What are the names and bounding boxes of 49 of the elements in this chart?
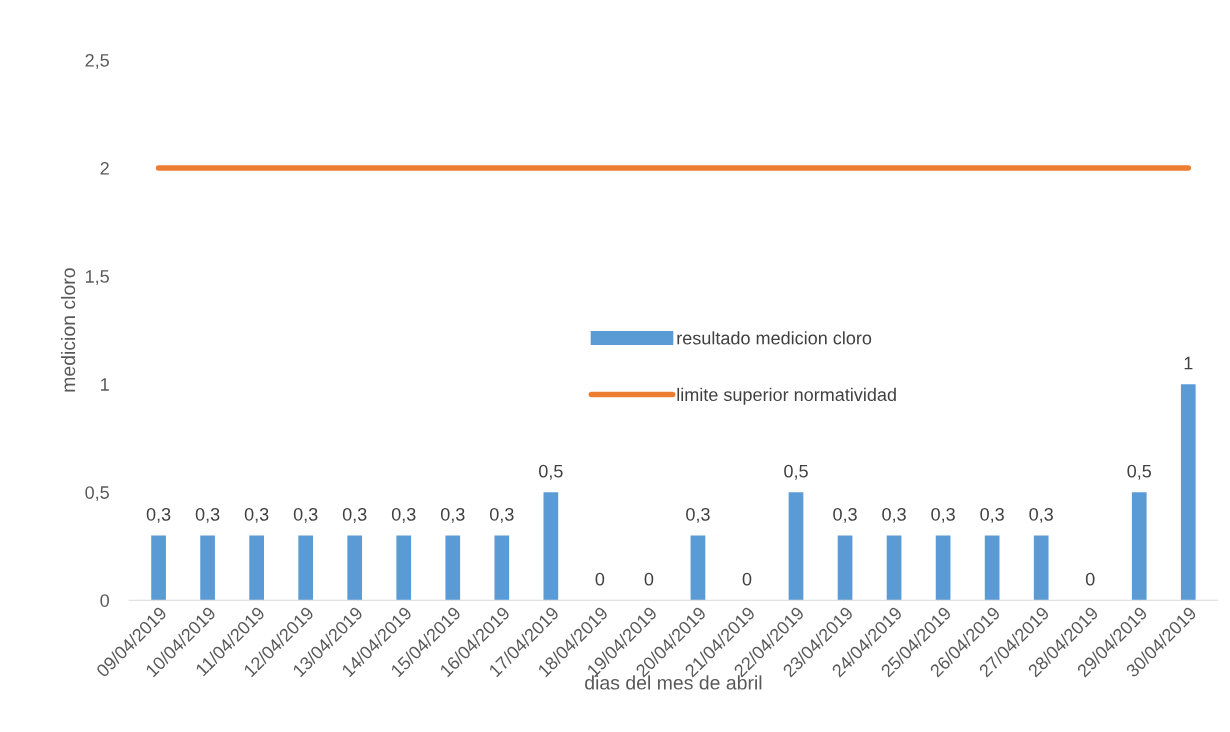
legend-label: resultado medicion cloro [677, 331, 872, 345]
bar [151, 535, 166, 601]
data-label: 0,3 [489, 507, 514, 523]
data-label: 0 [644, 572, 654, 586]
data-label: 1 [1184, 356, 1193, 370]
y-tick-label: 1,5 [85, 270, 109, 285]
data-label: 0,3 [342, 507, 367, 523]
data-label: 0,3 [833, 507, 857, 523]
bar [249, 535, 264, 601]
data-label: 0,3 [195, 507, 220, 523]
bar [494, 535, 510, 601]
data-label: 0,3 [146, 507, 171, 523]
y-axis-title: medicion cloro [60, 268, 76, 392]
bar [935, 535, 951, 601]
data-label: 0,3 [293, 507, 318, 523]
data-label: 0 [1085, 572, 1095, 586]
bar [788, 492, 804, 601]
bar [1033, 535, 1049, 601]
bar [690, 535, 706, 601]
y-tick-label: 0,5 [85, 486, 109, 502]
bar [298, 535, 314, 601]
bar [1180, 384, 1196, 601]
data-label: 0,3 [440, 507, 465, 523]
y-tick-label: 0 [100, 594, 109, 607]
data-label: 0,3 [244, 507, 269, 523]
data-label: 0,3 [1029, 507, 1053, 523]
data-label: 0,3 [931, 507, 955, 523]
bar [200, 535, 215, 601]
bar [445, 535, 461, 601]
bar [396, 535, 412, 601]
bar [543, 492, 559, 601]
y-tick-label: 2,5 [85, 53, 109, 69]
bar [837, 535, 853, 601]
y-tick-label: 1 [101, 378, 109, 391]
data-label: 0,5 [539, 464, 563, 480]
bar [886, 535, 902, 601]
data-label: 0,5 [784, 464, 808, 480]
data-label: 0,3 [980, 507, 1004, 523]
data-label: 0 [742, 572, 752, 586]
data-label: 0 [595, 572, 605, 586]
bar [1131, 492, 1147, 601]
bar [347, 535, 363, 601]
bar [984, 535, 1000, 601]
y-tick-label: 2 [100, 162, 109, 175]
data-label: 0,3 [882, 507, 906, 523]
data-label: 0,3 [391, 507, 416, 523]
data-label: 0,3 [686, 507, 710, 523]
legend-label: limite superior normatividad [677, 387, 896, 405]
data-label: 0,5 [1127, 464, 1152, 480]
